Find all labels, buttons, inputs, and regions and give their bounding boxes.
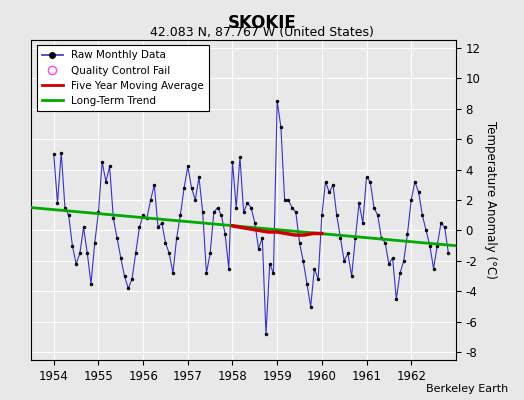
Text: Berkeley Earth: Berkeley Earth (426, 384, 508, 394)
Y-axis label: Temperature Anomaly (°C): Temperature Anomaly (°C) (484, 121, 497, 279)
Legend: Raw Monthly Data, Quality Control Fail, Five Year Moving Average, Long-Term Tren: Raw Monthly Data, Quality Control Fail, … (37, 45, 209, 111)
Text: SKOKIE: SKOKIE (227, 14, 297, 32)
Text: 42.083 N, 87.767 W (United States): 42.083 N, 87.767 W (United States) (150, 26, 374, 39)
